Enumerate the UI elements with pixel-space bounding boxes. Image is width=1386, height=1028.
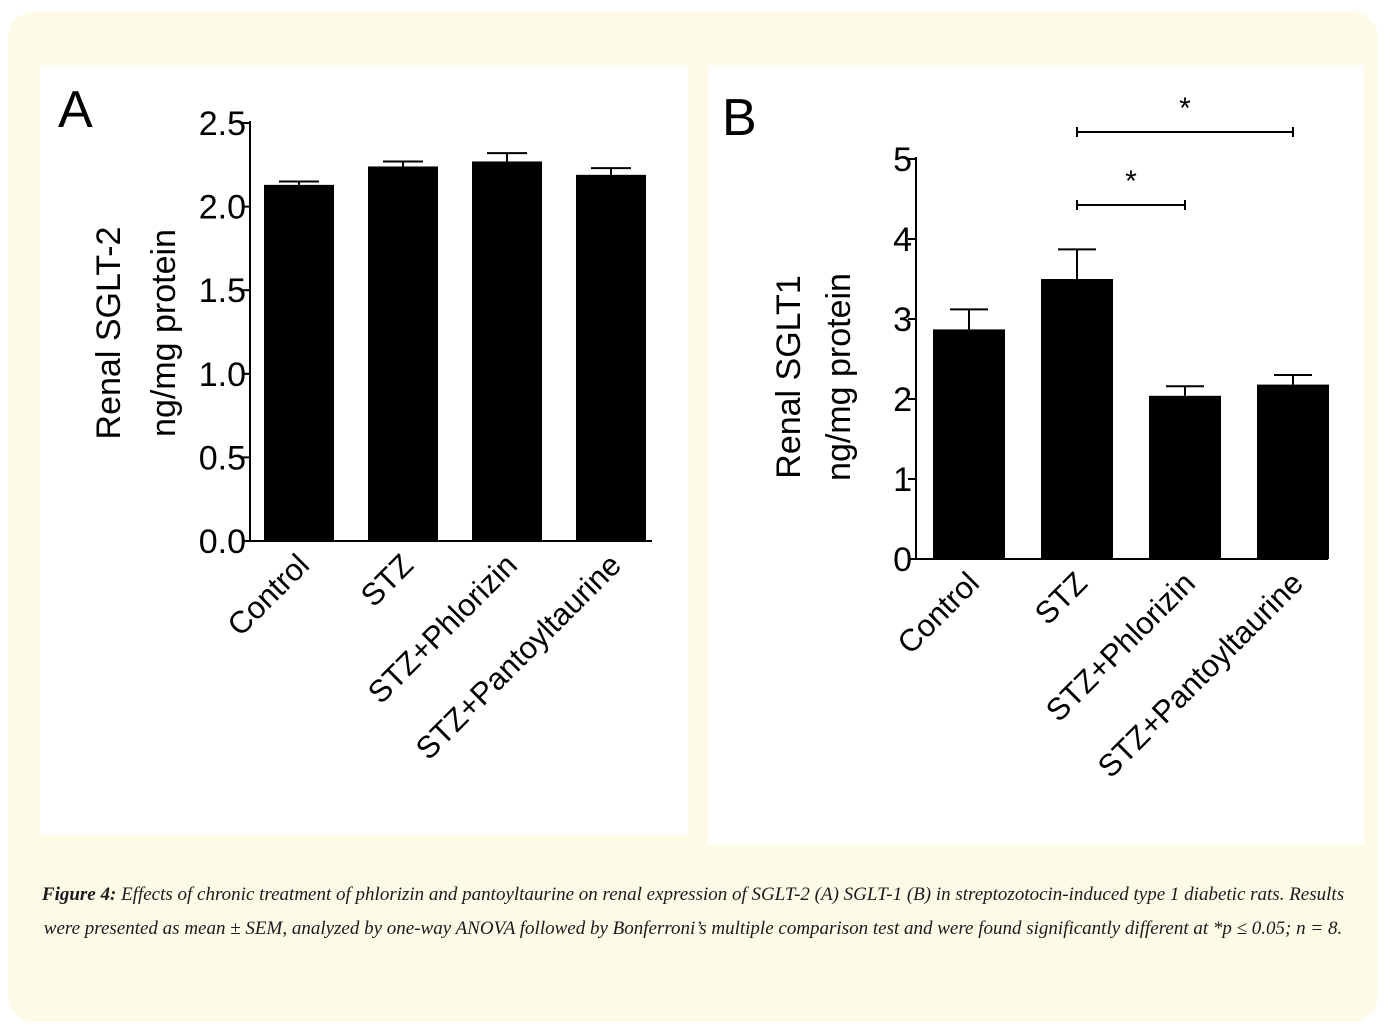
y-axis-label: Renal SGLT1	[770, 275, 808, 478]
significance-label: *	[1179, 92, 1191, 125]
y-axis-label: ng/mg protein	[820, 273, 858, 481]
bar	[933, 329, 1005, 559]
y-tick-label: 0	[893, 541, 912, 579]
y-tick-label: 2.5	[199, 105, 246, 143]
bar	[264, 184, 334, 541]
y-axis-label: ng/mg protein	[145, 229, 183, 437]
y-tick-label: 1.5	[199, 272, 246, 310]
y-tick-label: 0.5	[199, 439, 246, 477]
y-tick-label: 0.0	[199, 523, 246, 561]
panel-label: A	[58, 81, 93, 139]
bar	[1041, 279, 1113, 559]
x-tick-label: Control	[221, 547, 316, 642]
x-tick-label: STZ+Pantoyltaurine	[409, 547, 628, 766]
y-tick-label: 2	[893, 381, 912, 419]
x-tick-label: STZ	[1028, 565, 1094, 631]
y-tick-label: 5	[893, 141, 912, 179]
significance-label: *	[1125, 165, 1137, 198]
bar	[472, 161, 542, 541]
y-axis-label: Renal SGLT-2	[90, 227, 128, 440]
x-tick-label: Control	[891, 565, 986, 660]
y-tick-label: 1.0	[199, 356, 246, 394]
bar	[1257, 384, 1329, 559]
figure-caption: Figure 4: Effects of chronic treatment o…	[30, 878, 1356, 946]
bar	[1149, 395, 1221, 559]
x-tick-label: STZ	[354, 547, 420, 613]
bar	[368, 166, 438, 542]
panel-label: B	[722, 89, 757, 147]
x-tick-label: STZ+Pantoyltaurine	[1091, 565, 1310, 784]
chart-a: A 0.0 0.5 1.0 1.5 2.0 2.5 Renal SGLT-2 ng/mg pro…	[58, 81, 652, 766]
y-tick-label: 1	[893, 461, 912, 499]
caption-lead: Figure 4:	[41, 884, 117, 905]
y-tick-label: 4	[893, 221, 912, 259]
y-tick-label: 2.0	[199, 189, 246, 227]
caption-text: Effects of chronic treatment of phlorizi…	[43, 884, 1345, 939]
y-tick-label: 3	[893, 301, 912, 339]
panel-a: A 0.0 0.5 1.0 1.5 2.0 2.5 Renal SGLT-2 ng/mg pro…	[40, 65, 688, 835]
panel-b: B 0 1 2 3 4 5 Renal SGLT1 ng/mg protein Control ST…	[708, 65, 1364, 845]
chart-b: B 0 1 2 3 4 5 Renal SGLT1 ng/mg protein Control ST…	[722, 89, 1329, 784]
bar	[576, 174, 646, 541]
